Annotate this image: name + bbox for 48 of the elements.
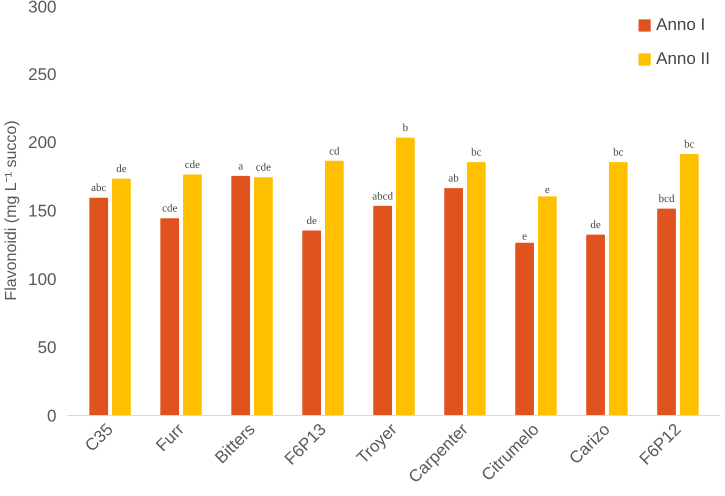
data-label: de (116, 163, 127, 176)
data-label: abcd (372, 190, 394, 202)
bar (515, 242, 534, 416)
y-tick-label: 150 (28, 202, 57, 220)
legend-label: Anno II (656, 49, 710, 69)
bar (89, 198, 108, 416)
data-label: b (402, 122, 409, 134)
y-tick-label: 300 (28, 0, 57, 16)
y-tick-label: 250 (28, 64, 57, 84)
y-tick-label: 0 (47, 406, 57, 426)
y-axis-title: Flavonoidi (mg L⁻¹ succo) (3, 120, 20, 301)
x-tick-label: Furr (152, 420, 188, 456)
y-tick-label: 50 (38, 338, 57, 358)
bar (538, 196, 557, 416)
bar (325, 160, 344, 416)
data-label: bc (471, 146, 482, 159)
bar (657, 208, 676, 416)
bar (466, 162, 486, 416)
bar (160, 218, 180, 416)
data-label: abc (91, 182, 106, 194)
data-label: a (238, 160, 244, 172)
data-label: e (522, 230, 528, 242)
bar (112, 178, 131, 416)
data-label: cde (184, 158, 200, 171)
data-label: cd (329, 145, 340, 158)
y-tick-label: 100 (28, 270, 57, 289)
bar (680, 154, 699, 416)
x-tick-label: C35 (81, 420, 117, 456)
bar (373, 206, 392, 416)
data-label: bcd (658, 193, 675, 206)
data-label: bc (613, 146, 624, 159)
legend-label: Anno I (656, 15, 706, 35)
bar (231, 176, 250, 416)
bar (444, 188, 463, 416)
data-label: de (590, 219, 601, 232)
bar (183, 174, 202, 416)
y-tick-label: 200 (28, 133, 57, 152)
bar (608, 162, 628, 416)
data-label: e (544, 184, 550, 196)
bar (396, 138, 415, 416)
bar (586, 234, 605, 416)
data-label: cde (162, 202, 178, 215)
data-label: cde (256, 162, 272, 174)
data-label: bc (684, 138, 695, 150)
bar (302, 230, 322, 416)
data-label: de (306, 215, 317, 227)
data-label: ab (448, 172, 460, 185)
bar (254, 177, 273, 416)
